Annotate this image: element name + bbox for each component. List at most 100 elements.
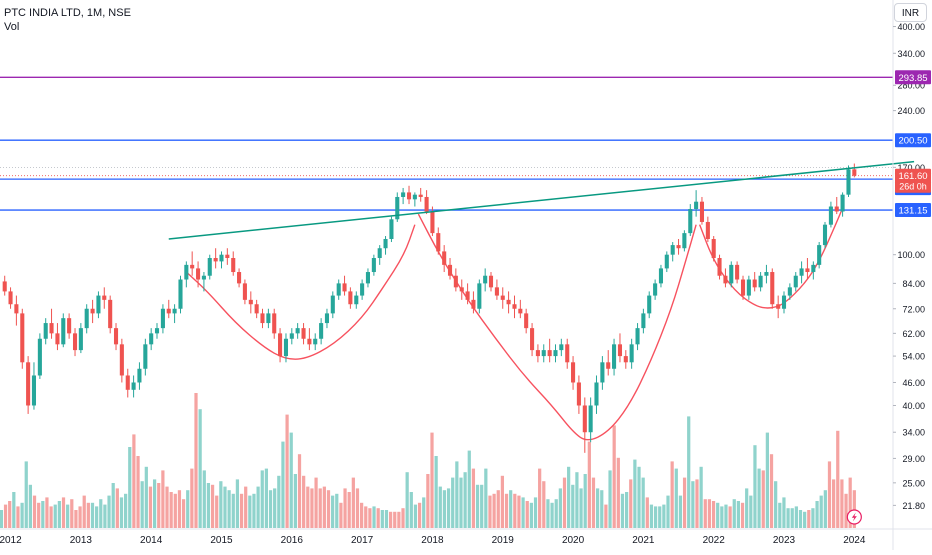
candle-body bbox=[336, 283, 341, 296]
candle-body bbox=[629, 344, 634, 363]
volume-bar bbox=[405, 472, 409, 528]
candle-body bbox=[20, 313, 25, 363]
price-tick-label: 240.00 bbox=[897, 106, 925, 116]
volume-bar bbox=[281, 441, 285, 528]
candle-body bbox=[436, 233, 441, 252]
candles bbox=[2, 163, 857, 453]
volume-bar bbox=[798, 510, 803, 528]
candle-body bbox=[717, 258, 722, 276]
volume-bar bbox=[422, 497, 426, 528]
trend-line[interactable] bbox=[168, 160, 915, 240]
volume-bar bbox=[343, 488, 347, 528]
volume-bar bbox=[0, 510, 4, 528]
volume-bar bbox=[16, 506, 20, 528]
volume-bar bbox=[360, 502, 364, 528]
volume-bar bbox=[699, 466, 703, 528]
candle-body bbox=[530, 328, 535, 351]
volume-bar bbox=[703, 499, 707, 528]
volume-bar bbox=[579, 488, 583, 528]
volume-bar bbox=[616, 457, 620, 528]
level-price-label: 293.85 bbox=[898, 73, 927, 84]
candle-body bbox=[96, 295, 101, 314]
candle-body bbox=[617, 344, 623, 357]
volume-bar bbox=[384, 510, 389, 528]
volume-bar bbox=[492, 493, 496, 528]
volume-bar bbox=[82, 495, 86, 528]
price-tick-label: 72.00 bbox=[902, 304, 925, 314]
candle-body bbox=[389, 219, 394, 240]
candle-body bbox=[547, 350, 552, 357]
volume-bar bbox=[186, 490, 190, 528]
volume-bar bbox=[678, 495, 683, 528]
candle-body bbox=[313, 338, 318, 345]
candle-body bbox=[178, 279, 183, 309]
cup-curve[interactable] bbox=[417, 213, 697, 441]
year-tick-label: 2014 bbox=[140, 535, 163, 546]
volume-bar bbox=[314, 477, 318, 528]
candle-body bbox=[78, 328, 83, 351]
volume-bar bbox=[148, 486, 153, 528]
volume-bar bbox=[745, 488, 749, 528]
level-price-label-bg bbox=[895, 133, 931, 148]
volume-bar bbox=[388, 511, 393, 528]
level-price-label: 131.15 bbox=[898, 206, 927, 217]
candle-body bbox=[196, 268, 201, 280]
volume-bar bbox=[310, 488, 314, 528]
volume-bar bbox=[302, 475, 306, 528]
volume-bar bbox=[575, 472, 579, 528]
volume-bar bbox=[289, 432, 293, 528]
candle-body bbox=[278, 333, 283, 357]
candle-body bbox=[67, 318, 72, 334]
lightning-glyph bbox=[851, 512, 857, 522]
volume-bar bbox=[471, 468, 476, 528]
volume-bar bbox=[161, 470, 165, 528]
volume-bar bbox=[115, 488, 119, 528]
volume-bar bbox=[716, 502, 720, 528]
volume-bar bbox=[757, 468, 761, 528]
volume-bar bbox=[620, 493, 625, 528]
volume-bar bbox=[823, 490, 827, 528]
volume-bar bbox=[761, 470, 765, 528]
candle-body bbox=[623, 356, 628, 363]
volume-bar bbox=[256, 486, 260, 528]
volume-bar bbox=[451, 477, 455, 528]
volume-bar bbox=[3, 504, 8, 528]
candle-body bbox=[477, 283, 482, 309]
price-tick-label: 280.00 bbox=[897, 81, 925, 91]
candle-body bbox=[424, 196, 429, 212]
volume-bar bbox=[459, 477, 463, 528]
candle-body bbox=[430, 211, 435, 234]
candle-body bbox=[149, 333, 154, 345]
year-tick-label: 2021 bbox=[632, 535, 655, 546]
candle-body bbox=[471, 299, 476, 309]
candle-body bbox=[699, 201, 704, 222]
volume-bar bbox=[177, 490, 182, 528]
candle-body bbox=[26, 362, 31, 406]
volume-bar bbox=[339, 502, 343, 528]
volume-bar bbox=[202, 470, 206, 528]
last-price-bg bbox=[895, 168, 931, 193]
volume-bar bbox=[778, 502, 782, 528]
volume-bar bbox=[682, 477, 687, 528]
volume-bar bbox=[66, 504, 70, 528]
candle-body bbox=[559, 344, 564, 351]
volume-bar bbox=[351, 477, 355, 528]
volume-bar bbox=[724, 504, 728, 528]
candle-body bbox=[834, 206, 839, 212]
volume-bar bbox=[691, 481, 695, 528]
candle-body bbox=[248, 299, 253, 305]
legend: PTC INDIA LTD, 1M, NSE Vol bbox=[4, 6, 131, 34]
volume-bar bbox=[794, 506, 798, 528]
volume-bar bbox=[509, 490, 513, 528]
candle-body bbox=[582, 405, 587, 433]
volume-bar bbox=[720, 506, 724, 528]
candle-body bbox=[37, 338, 42, 376]
currency-button[interactable]: INR bbox=[894, 3, 927, 22]
volume-bar bbox=[8, 501, 12, 528]
candle-body bbox=[506, 299, 511, 305]
volume-bar bbox=[264, 468, 269, 528]
volume-bar bbox=[417, 502, 422, 528]
cup-curve[interactable] bbox=[185, 224, 416, 360]
volume-bar bbox=[393, 511, 397, 528]
